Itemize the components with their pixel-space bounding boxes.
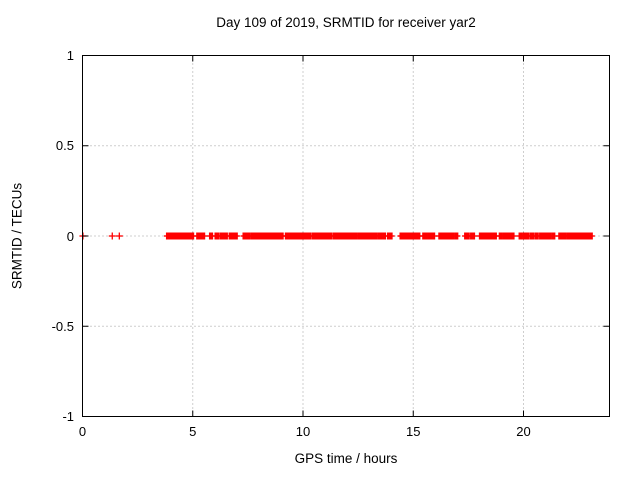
data-cluster bbox=[184, 232, 195, 240]
x-tick-label: 15 bbox=[406, 424, 421, 439]
data-cluster bbox=[208, 232, 214, 240]
data-cluster bbox=[377, 232, 384, 240]
data-cluster bbox=[386, 232, 393, 240]
data-cluster bbox=[534, 232, 539, 240]
chart-title: Day 109 of 2019, SRMTID for receiver yar… bbox=[216, 15, 476, 30]
data-cluster bbox=[579, 232, 590, 240]
x-tick-label: 20 bbox=[516, 424, 531, 439]
data-cluster bbox=[200, 232, 206, 240]
data-cluster bbox=[487, 232, 494, 240]
y-tick-label: 0.5 bbox=[55, 138, 74, 154]
data-cluster bbox=[529, 232, 535, 240]
data-cluster bbox=[297, 232, 304, 240]
data-cluster bbox=[224, 232, 228, 240]
data-cluster bbox=[588, 232, 593, 240]
data-cluster bbox=[470, 232, 476, 240]
data-cluster bbox=[492, 232, 497, 240]
y-tick-label: -0.5 bbox=[51, 318, 74, 334]
data-cluster bbox=[522, 232, 530, 240]
data-cluster bbox=[414, 232, 421, 240]
data-cluster bbox=[350, 232, 358, 240]
data-cluster bbox=[569, 232, 581, 240]
data-cluster bbox=[543, 232, 552, 240]
x-tick-label: 10 bbox=[295, 424, 311, 439]
data-cluster bbox=[311, 232, 319, 240]
y-tick-label: 0 bbox=[66, 228, 74, 244]
data-cluster bbox=[214, 232, 220, 240]
data-cluster bbox=[363, 232, 370, 240]
data-cluster bbox=[341, 232, 351, 240]
data-cluster bbox=[561, 232, 567, 240]
data-cluster bbox=[270, 232, 284, 240]
data-cluster bbox=[448, 232, 455, 240]
data-cluster bbox=[303, 232, 312, 240]
x-tick-label: 5 bbox=[189, 424, 197, 439]
data-cluster bbox=[284, 232, 292, 240]
data-cluster bbox=[250, 232, 258, 240]
x-axis-label: GPS time / hours bbox=[294, 451, 398, 466]
data-cluster bbox=[325, 232, 333, 240]
data-cluster bbox=[233, 232, 238, 240]
data-cluster bbox=[422, 232, 428, 240]
data-cluster bbox=[510, 232, 515, 240]
data-cluster bbox=[290, 232, 299, 240]
data-cluster bbox=[399, 232, 415, 240]
data-cluster bbox=[332, 232, 342, 240]
data-cluster bbox=[464, 232, 470, 240]
data-cluster bbox=[454, 232, 459, 240]
data-cluster bbox=[175, 232, 183, 240]
data-cluster bbox=[260, 232, 267, 240]
data-cluster bbox=[170, 232, 177, 240]
data-cluster bbox=[431, 232, 436, 240]
data-cluster bbox=[551, 232, 556, 240]
y-tick-label: 1 bbox=[66, 48, 74, 63]
data-cluster bbox=[382, 232, 387, 240]
y-tick-label: -1 bbox=[62, 409, 74, 424]
data-cluster bbox=[357, 232, 364, 240]
data-cluster bbox=[368, 232, 378, 240]
data-cluster bbox=[438, 232, 446, 240]
x-tick-label: 0 bbox=[78, 424, 87, 439]
data-cluster bbox=[318, 232, 327, 240]
